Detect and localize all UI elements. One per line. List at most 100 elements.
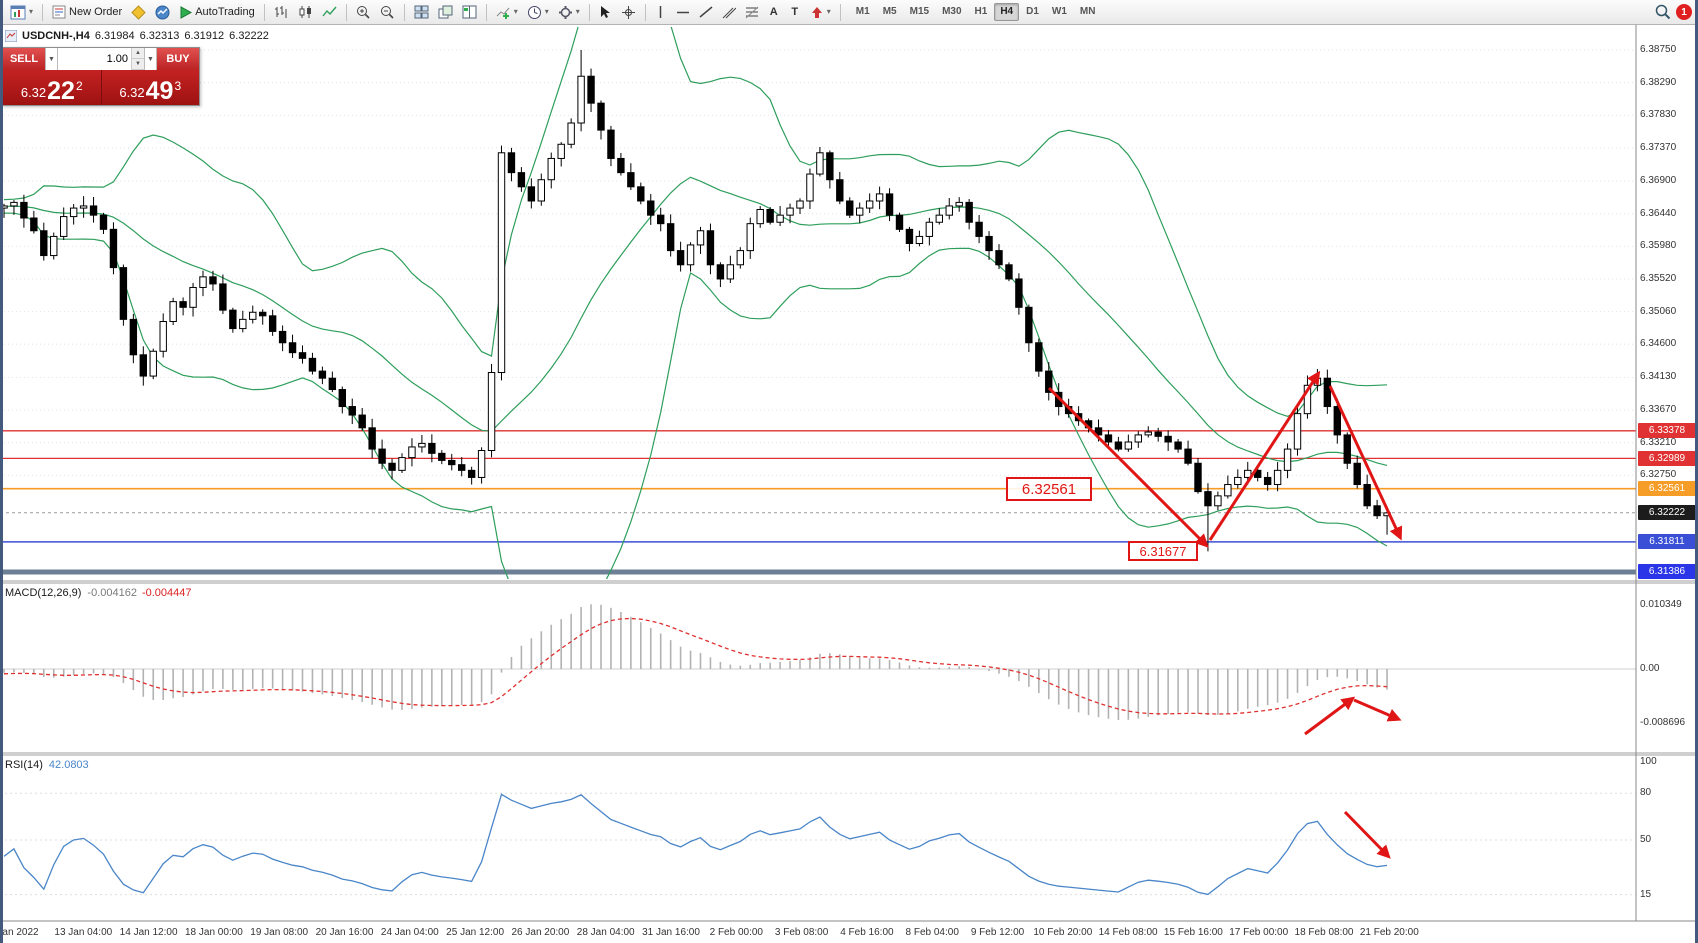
price-scale[interactable]: 6.38750 6.38290 6.37830 6.37370 6.36900 6.364… (1636, 25, 1698, 923)
vertical-line-icon (660, 6, 662, 18)
line-chart-mode-button[interactable] (318, 2, 341, 23)
cursor-tool-button[interactable] (595, 2, 616, 23)
time-tick-label: 9 Feb 12:00 (970, 927, 1025, 938)
time-tick-label: 20 Jan 16:00 (315, 927, 374, 938)
horizontal-line-icon (676, 11, 689, 13)
timeframe-mn[interactable]: MN (1079, 6, 1096, 17)
price-tick-label: 6.33670 (1640, 404, 1677, 416)
candlestick-mode-button[interactable] (294, 2, 317, 23)
text-tool-button[interactable]: A (764, 2, 784, 23)
toolbar-separator (345, 3, 347, 21)
chevron-down-icon: ▼ (48, 55, 55, 63)
timeframe-m1[interactable]: M1 (855, 6, 870, 17)
macd-indicator-label: MACD(12,26,9) -0.004162 -0.004447 (5, 587, 192, 599)
high-value: 6.32313 (139, 30, 180, 42)
notification-badge[interactable]: 1 (1676, 4, 1692, 20)
close-value: 6.32222 (229, 30, 269, 42)
low-value: 6.31912 (184, 30, 225, 42)
autotrading-button[interactable]: AutoTrading (175, 2, 259, 23)
rsi-indicator-label: RSI(14) 42.0803 (5, 759, 89, 771)
time-tick-label: 15 Feb 16:00 (1163, 927, 1223, 938)
timeframe-d1[interactable]: D1 (1026, 6, 1039, 17)
trendline-tool-button[interactable] (695, 2, 717, 23)
clock-icon (527, 5, 541, 19)
zoom-out-icon (380, 5, 394, 19)
timeframe-h4[interactable]: H4 (994, 3, 1020, 21)
zoom-in-button[interactable] (352, 2, 375, 23)
buy-price-point: 3 (174, 79, 182, 93)
line-chart-icon (322, 6, 337, 17)
cascade-windows-button[interactable] (434, 2, 457, 23)
time-tick-label: 14 Feb 08:00 (1098, 927, 1158, 938)
tile-windows-button[interactable] (410, 2, 433, 23)
market-watch-button[interactable] (151, 2, 174, 23)
new-order-label: New Order (69, 6, 123, 18)
sell-quote[interactable]: 6.32 22 2 (3, 70, 102, 105)
price-tick-label: 6.38750 (1640, 44, 1677, 55)
crosshair-tool-button[interactable] (617, 2, 640, 23)
buy-button[interactable]: BUY (157, 48, 199, 70)
timeframe-w1[interactable]: W1 (1051, 6, 1067, 17)
time-tick-label: 8 Feb 04:00 (905, 927, 959, 938)
arrange-windows-icon (462, 5, 477, 19)
new-order-button[interactable]: New Order (48, 2, 126, 23)
volume-up-button[interactable]: ▲ (132, 48, 144, 59)
time-tick-label: Jan 2022 (0, 927, 39, 938)
time-tick-label: 14 Jan 12:00 (119, 927, 178, 938)
vertical-line-tool-button[interactable] (651, 2, 671, 23)
toolbar-separator (485, 3, 487, 21)
metaeditor-button[interactable] (127, 2, 150, 23)
new-order-icon (52, 5, 66, 19)
horizontal-line-tool-button[interactable] (672, 2, 694, 23)
indicators-plus-icon (496, 7, 510, 19)
timeframe-h1[interactable]: H1 (974, 6, 988, 17)
sell-price-point: 2 (75, 79, 83, 93)
sell-price-base: 6.32 (20, 85, 47, 100)
time-tick-label: 28 Jan 04:00 (576, 927, 635, 938)
fibonacci-tool-button[interactable] (741, 2, 763, 23)
volume-down-button[interactable]: ▼ (132, 59, 144, 70)
label-tool-button[interactable]: T (785, 2, 805, 23)
zoom-out-button[interactable] (376, 2, 399, 23)
timeframe-m30[interactable]: M30 (942, 6, 962, 17)
periods-button[interactable]: ▾ (523, 2, 553, 23)
time-tick-label: 19 Jan 08:00 (250, 927, 309, 938)
bar-chart-icon (274, 6, 287, 18)
price-tick-label: 6.36900 (1640, 175, 1677, 187)
rsi-tick-label: 50 (1640, 834, 1652, 845)
time-scale[interactable]: Jan 2022 13 Jan 04:00 14 Jan 12:00 18 Jan 0… (0, 921, 1636, 943)
window-frame-left (0, 0, 3, 943)
sell-button[interactable]: SELL (3, 48, 45, 70)
annotation-price-box-support[interactable]: 6.32561 (1006, 477, 1092, 501)
price-tick-label: 6.34130 (1640, 371, 1677, 383)
time-tick-label: 2 Feb 00:00 (709, 927, 763, 938)
macd-main-value: -0.004162 (87, 587, 137, 599)
timeframe-m15[interactable]: M15 (909, 6, 930, 17)
price-tick-label: 6.36440 (1640, 207, 1677, 219)
price-tick-label: 6.32750 (1640, 469, 1677, 481)
templates-gear-icon (558, 5, 572, 19)
text-tool-icon: A (769, 6, 778, 18)
shapes-tool-button[interactable]: ▾ (806, 2, 835, 23)
buy-options-dropdown[interactable]: ▼ (144, 48, 157, 70)
channel-tool-button[interactable] (718, 2, 740, 23)
search-icon (1655, 4, 1671, 20)
search-button[interactable] (1651, 2, 1675, 23)
new-chart-button[interactable]: ▾ (6, 2, 37, 23)
toolbar-separator (403, 3, 405, 21)
indicators-button[interactable]: ▾ (492, 2, 522, 23)
sell-options-dropdown[interactable]: ▼ (45, 48, 58, 70)
arrange-windows-button[interactable] (458, 2, 481, 23)
templates-button[interactable]: ▾ (554, 2, 584, 23)
bar-chart-mode-button[interactable] (270, 2, 293, 23)
timeframe-m5[interactable]: M5 (882, 6, 897, 17)
time-tick-label: 21 Feb 20:00 (1359, 927, 1419, 938)
time-tick-label: 18 Feb 08:00 (1294, 927, 1354, 938)
annotation-price-box-low[interactable]: 6.31677 (1128, 541, 1198, 561)
volume-input[interactable] (58, 48, 131, 70)
buy-quote[interactable]: 6.32 49 3 (102, 70, 200, 105)
price-badge: 6.32561 (1638, 481, 1696, 497)
chevron-down-icon: ▾ (513, 7, 518, 16)
